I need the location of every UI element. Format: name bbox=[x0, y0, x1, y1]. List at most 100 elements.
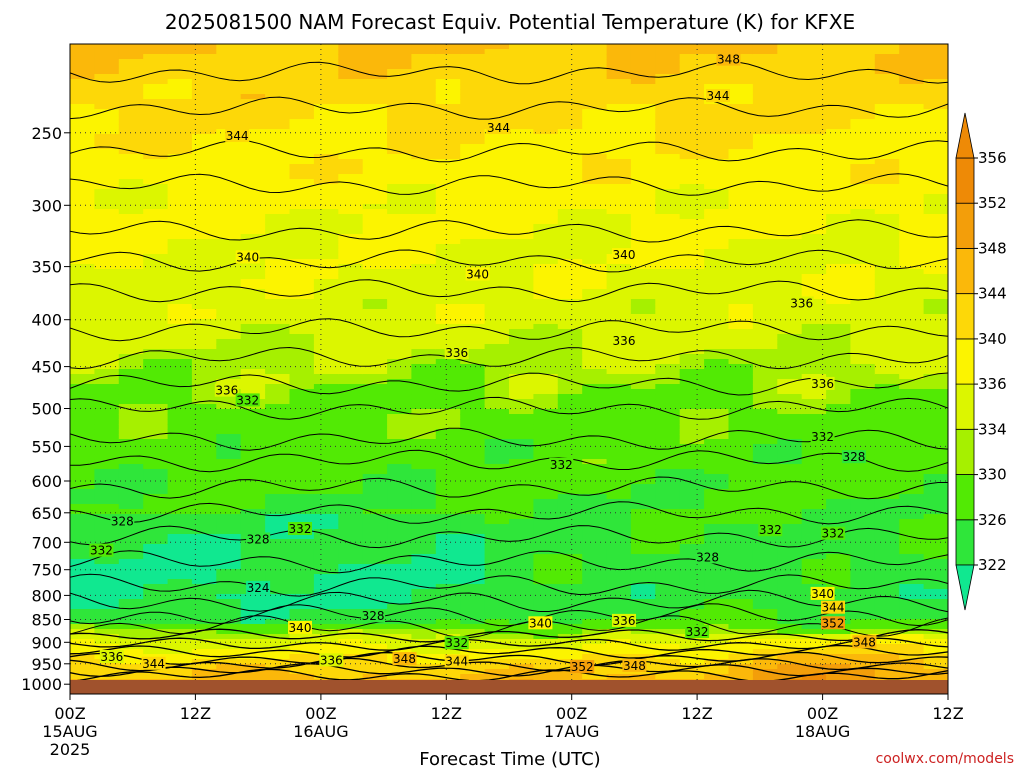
field-cell bbox=[362, 354, 388, 360]
field-cell bbox=[606, 364, 632, 370]
field-cell bbox=[484, 264, 510, 270]
field-cell bbox=[533, 574, 559, 580]
field-cell bbox=[850, 209, 876, 215]
field-cell bbox=[338, 169, 364, 175]
field-cell bbox=[387, 379, 413, 385]
field-cell bbox=[191, 664, 217, 670]
contour-label-text: 328 bbox=[842, 450, 865, 464]
field-cell bbox=[679, 259, 705, 265]
field-cell bbox=[484, 519, 510, 525]
field-cell bbox=[216, 399, 242, 405]
field-cell bbox=[728, 174, 754, 180]
field-cell bbox=[655, 649, 681, 655]
field-cell bbox=[94, 469, 120, 475]
field-cell bbox=[191, 629, 217, 635]
field-cell bbox=[923, 179, 948, 185]
field-cell bbox=[728, 144, 754, 150]
field-cell bbox=[533, 399, 559, 405]
field-cell bbox=[509, 189, 534, 195]
field-cell bbox=[728, 599, 754, 605]
field-cell bbox=[362, 179, 388, 185]
field-cell bbox=[289, 184, 315, 190]
field-cell bbox=[801, 499, 827, 505]
contour-label-bg bbox=[392, 652, 417, 666]
field-cell bbox=[630, 614, 656, 620]
field-cell bbox=[655, 589, 681, 595]
field-cell bbox=[191, 524, 217, 530]
field-cell bbox=[679, 89, 705, 95]
field-cell bbox=[265, 584, 291, 590]
field-cell bbox=[874, 364, 900, 370]
field-cell bbox=[509, 544, 534, 550]
field-cell bbox=[143, 249, 169, 255]
field-cell bbox=[801, 534, 827, 540]
field-cell bbox=[240, 374, 266, 380]
field-cell bbox=[289, 344, 315, 350]
field-cell bbox=[801, 334, 827, 340]
field-cell bbox=[460, 459, 486, 465]
field-cell bbox=[801, 309, 827, 315]
field-cell bbox=[313, 504, 339, 510]
field-cell bbox=[460, 574, 486, 580]
field-cell bbox=[606, 374, 632, 380]
field-cell bbox=[94, 274, 120, 280]
field-cell bbox=[899, 524, 925, 530]
field-cell bbox=[265, 299, 291, 305]
field-cell bbox=[874, 599, 900, 605]
field-cell bbox=[191, 559, 217, 565]
field-cell bbox=[338, 594, 364, 600]
field-cell bbox=[850, 554, 876, 560]
field-cell bbox=[826, 644, 852, 650]
field-cell bbox=[826, 189, 852, 195]
field-cell bbox=[557, 214, 583, 220]
field-cell bbox=[191, 239, 217, 245]
field-cell bbox=[191, 649, 217, 655]
field-cell bbox=[143, 59, 169, 65]
field-cell bbox=[899, 564, 925, 570]
field-cell bbox=[70, 139, 95, 145]
field-cell bbox=[289, 519, 315, 525]
field-cell bbox=[143, 64, 169, 70]
field-cell bbox=[557, 574, 583, 580]
field-cell bbox=[191, 489, 217, 495]
field-cell bbox=[752, 279, 778, 285]
field-cell bbox=[606, 534, 632, 540]
field-cell bbox=[899, 299, 925, 305]
field-cell bbox=[728, 564, 754, 570]
field-cell bbox=[850, 559, 876, 565]
field-cell bbox=[874, 524, 900, 530]
field-cell bbox=[777, 599, 803, 605]
field-cell bbox=[655, 444, 681, 450]
field-cell bbox=[899, 54, 925, 60]
field-cell bbox=[679, 289, 705, 295]
field-cell bbox=[704, 189, 730, 195]
field-cell bbox=[752, 499, 778, 505]
field-cell bbox=[70, 449, 95, 455]
field-cell bbox=[557, 414, 583, 420]
field-cell bbox=[313, 369, 339, 375]
field-cell bbox=[387, 369, 413, 375]
field-cell bbox=[509, 509, 534, 515]
field-cell bbox=[704, 659, 730, 665]
field-cell bbox=[704, 539, 730, 545]
contour-label-text: 336 bbox=[811, 377, 834, 391]
field-cell bbox=[313, 44, 339, 50]
field-cell bbox=[923, 264, 948, 270]
field-cell bbox=[143, 79, 169, 85]
field-cell bbox=[216, 194, 242, 200]
field-cell bbox=[484, 74, 510, 80]
field-cell bbox=[923, 249, 948, 255]
field-cell bbox=[289, 374, 315, 380]
field-cell bbox=[655, 214, 681, 220]
field-cell bbox=[94, 199, 120, 205]
field-cell bbox=[533, 324, 559, 330]
field-cell bbox=[777, 139, 803, 145]
field-cell bbox=[484, 189, 510, 195]
field-cell bbox=[216, 49, 242, 55]
field-cell bbox=[582, 249, 608, 255]
field-cell bbox=[679, 519, 705, 525]
field-cell bbox=[752, 269, 778, 275]
field-cell bbox=[216, 394, 242, 400]
field-cell bbox=[679, 339, 705, 345]
field-cell bbox=[143, 564, 169, 570]
